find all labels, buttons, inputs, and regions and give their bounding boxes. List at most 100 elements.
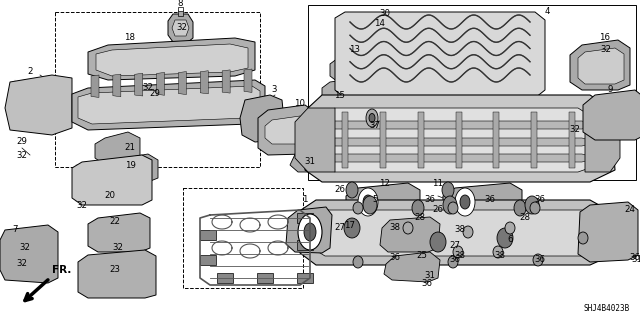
- Ellipse shape: [525, 196, 539, 214]
- Polygon shape: [312, 154, 596, 162]
- Ellipse shape: [463, 226, 473, 238]
- Polygon shape: [384, 252, 440, 282]
- Polygon shape: [312, 121, 596, 129]
- Text: 28: 28: [415, 213, 426, 222]
- Text: SHJ4B4023B: SHJ4B4023B: [584, 304, 630, 313]
- Text: 31: 31: [424, 271, 435, 279]
- Text: 32: 32: [77, 201, 88, 210]
- Ellipse shape: [353, 202, 363, 214]
- Bar: [297, 240, 313, 250]
- Polygon shape: [168, 14, 193, 42]
- Ellipse shape: [460, 195, 470, 209]
- Text: 38: 38: [454, 250, 465, 259]
- Ellipse shape: [448, 256, 458, 268]
- Text: 28: 28: [520, 213, 531, 222]
- Text: 21: 21: [125, 144, 136, 152]
- Text: FR.: FR.: [52, 265, 72, 275]
- Polygon shape: [265, 116, 308, 144]
- Text: 9: 9: [607, 85, 612, 94]
- Bar: [200, 230, 216, 240]
- Ellipse shape: [443, 196, 457, 214]
- Polygon shape: [583, 90, 640, 140]
- Polygon shape: [258, 105, 315, 155]
- Bar: [200, 255, 216, 265]
- Polygon shape: [286, 207, 332, 253]
- Ellipse shape: [304, 223, 316, 241]
- Text: 36: 36: [422, 278, 433, 287]
- Ellipse shape: [448, 202, 458, 214]
- Text: 14: 14: [374, 19, 385, 28]
- Ellipse shape: [514, 200, 526, 216]
- Bar: [297, 213, 313, 223]
- Polygon shape: [380, 217, 440, 252]
- Polygon shape: [240, 95, 285, 142]
- Text: 18: 18: [125, 33, 136, 42]
- Polygon shape: [96, 44, 248, 76]
- Polygon shape: [113, 74, 121, 97]
- Polygon shape: [0, 225, 58, 283]
- Ellipse shape: [430, 232, 446, 252]
- Ellipse shape: [298, 214, 322, 250]
- Polygon shape: [312, 138, 596, 146]
- Polygon shape: [578, 202, 638, 262]
- Ellipse shape: [455, 188, 475, 216]
- Ellipse shape: [403, 222, 413, 234]
- Bar: [297, 273, 313, 283]
- Text: 36: 36: [630, 254, 640, 263]
- Ellipse shape: [493, 246, 503, 258]
- Ellipse shape: [533, 254, 543, 266]
- Text: 36: 36: [534, 196, 545, 204]
- Ellipse shape: [369, 114, 375, 122]
- Polygon shape: [78, 86, 260, 124]
- Polygon shape: [95, 132, 140, 168]
- Text: 16: 16: [600, 33, 611, 42]
- Polygon shape: [493, 112, 499, 168]
- Text: 32: 32: [177, 24, 188, 33]
- Text: 25: 25: [417, 250, 428, 259]
- Ellipse shape: [412, 200, 424, 216]
- Text: 8: 8: [177, 0, 183, 9]
- Polygon shape: [346, 183, 420, 220]
- Text: 10: 10: [294, 99, 305, 108]
- Ellipse shape: [497, 228, 513, 248]
- Text: 23: 23: [109, 265, 120, 275]
- Polygon shape: [310, 210, 600, 256]
- Polygon shape: [342, 112, 348, 168]
- Polygon shape: [569, 112, 575, 168]
- Text: 27: 27: [335, 224, 346, 233]
- Polygon shape: [88, 38, 255, 80]
- Polygon shape: [330, 54, 373, 82]
- Text: 31: 31: [632, 256, 640, 264]
- Bar: [183, 188, 303, 288]
- Polygon shape: [570, 40, 630, 90]
- Polygon shape: [172, 20, 189, 36]
- Polygon shape: [578, 48, 624, 84]
- Polygon shape: [88, 213, 150, 252]
- Text: 24: 24: [625, 205, 636, 214]
- Polygon shape: [244, 69, 252, 93]
- Ellipse shape: [353, 256, 363, 268]
- Text: 36: 36: [449, 256, 461, 264]
- Text: 36: 36: [534, 256, 545, 264]
- Bar: [308, 5, 636, 180]
- Text: 17: 17: [344, 220, 355, 229]
- Text: 37: 37: [369, 121, 381, 130]
- Text: 15: 15: [335, 91, 346, 100]
- Text: 1: 1: [302, 196, 308, 204]
- Polygon shape: [295, 108, 335, 172]
- Ellipse shape: [530, 202, 540, 214]
- Text: 4: 4: [544, 8, 550, 17]
- Text: 38: 38: [454, 226, 465, 234]
- Ellipse shape: [358, 188, 378, 216]
- Text: 32: 32: [600, 46, 611, 55]
- Polygon shape: [322, 78, 368, 104]
- Ellipse shape: [363, 195, 373, 209]
- Text: 26: 26: [335, 186, 346, 195]
- Polygon shape: [72, 155, 152, 205]
- Polygon shape: [222, 70, 230, 93]
- Text: 6: 6: [508, 235, 513, 244]
- Polygon shape: [322, 108, 598, 172]
- Polygon shape: [91, 75, 99, 97]
- Text: 31: 31: [305, 158, 316, 167]
- Polygon shape: [298, 200, 612, 265]
